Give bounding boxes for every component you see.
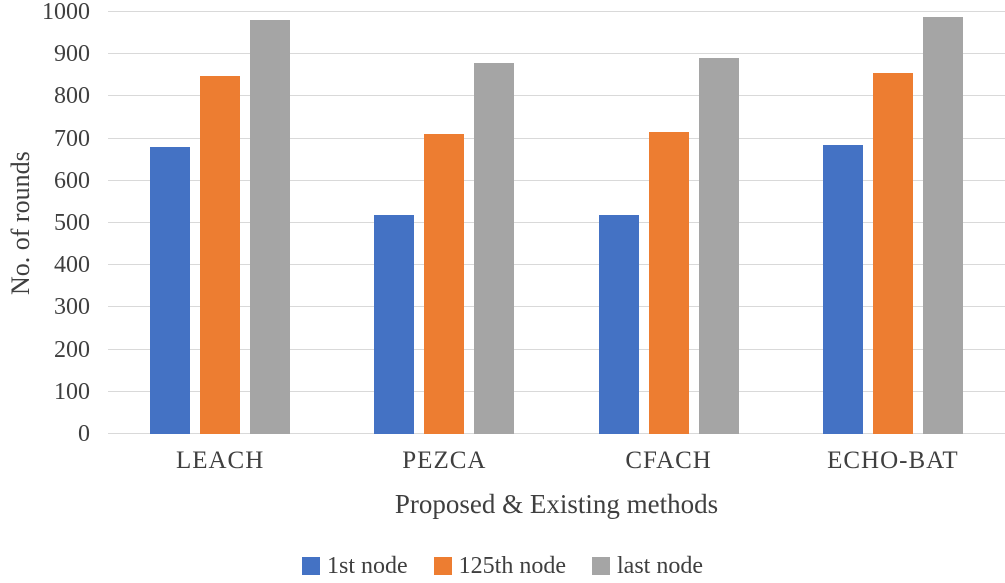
bar-echo-bat-125th-node bbox=[872, 73, 913, 434]
y-tick-label: 0 bbox=[78, 421, 90, 447]
gridline bbox=[108, 222, 1005, 223]
legend-swatch-icon bbox=[433, 557, 452, 576]
gridline bbox=[108, 306, 1005, 308]
bar-leach-last-node bbox=[250, 20, 291, 434]
gridline bbox=[108, 53, 1005, 55]
y-axis-ticks: 0 100 200 300 400 500 600 700 800 900 1000 bbox=[0, 0, 98, 446]
x-axis-labels: LEACH PEZCA CFACH ECHO-BAT bbox=[108, 447, 1005, 475]
legend-label: last node bbox=[617, 553, 703, 579]
bar-group-cfach bbox=[557, 12, 781, 434]
y-tick-label: 600 bbox=[54, 167, 90, 194]
gridline bbox=[108, 137, 1005, 139]
gridline bbox=[108, 390, 1005, 392]
bar-echo-bat-last-node bbox=[922, 17, 963, 434]
y-tick-label: 800 bbox=[54, 83, 90, 110]
legend-label: 125th node bbox=[458, 553, 566, 579]
y-tick-label: 100 bbox=[54, 378, 90, 405]
x-category-label-pezca: PEZCA bbox=[402, 447, 487, 474]
legend-swatch-icon bbox=[302, 557, 320, 576]
y-tick-label: 300 bbox=[54, 294, 90, 321]
bar-group-echo-bat bbox=[781, 12, 1005, 434]
gridline bbox=[108, 264, 1005, 266]
y-tick-label: 400 bbox=[54, 252, 90, 279]
plot-area bbox=[108, 11, 1005, 434]
bar-pezca-1st-node bbox=[374, 214, 415, 434]
y-tick-label: 900 bbox=[54, 41, 90, 68]
bar-pezca-last-node bbox=[474, 63, 515, 434]
x-axis-line bbox=[108, 433, 1005, 434]
bar-group-pezca bbox=[332, 12, 556, 434]
bar-pezca-125th-node bbox=[424, 134, 465, 434]
gridline bbox=[108, 11, 1005, 12]
bar-cfach-last-node bbox=[698, 58, 739, 434]
bar-cfach-1st-node bbox=[598, 214, 639, 434]
legend-item-125th-node: 125th node bbox=[433, 553, 566, 579]
y-tick-label: 700 bbox=[54, 125, 90, 152]
legend-item-1st-node: 1st node bbox=[302, 553, 408, 579]
bar-echo-bat-1st-node bbox=[822, 144, 863, 434]
x-category-label-cfach: CFACH bbox=[625, 447, 712, 474]
gridline bbox=[108, 95, 1005, 97]
x-category-label-echo-bat: ECHO-BAT bbox=[827, 447, 959, 474]
bar-group-leach bbox=[108, 12, 332, 434]
y-tick-label: 1000 bbox=[42, 0, 90, 25]
legend: 1st node 125th node last node bbox=[0, 553, 1005, 579]
legend-item-last-node: last node bbox=[592, 553, 703, 579]
legend-swatch-icon bbox=[592, 557, 610, 576]
gridline bbox=[108, 179, 1005, 181]
x-category-label-leach: LEACH bbox=[175, 447, 265, 474]
bar-cfach-125th-node bbox=[648, 132, 689, 434]
gridline bbox=[108, 348, 1005, 350]
bar-leach-1st-node bbox=[150, 147, 191, 434]
x-axis-title: Proposed & Existing methods bbox=[394, 489, 719, 519]
bar-leach-125th-node bbox=[200, 76, 241, 434]
legend-label: 1st node bbox=[327, 553, 408, 579]
y-tick-label: 200 bbox=[54, 336, 90, 363]
y-tick-label: 500 bbox=[54, 210, 90, 236]
